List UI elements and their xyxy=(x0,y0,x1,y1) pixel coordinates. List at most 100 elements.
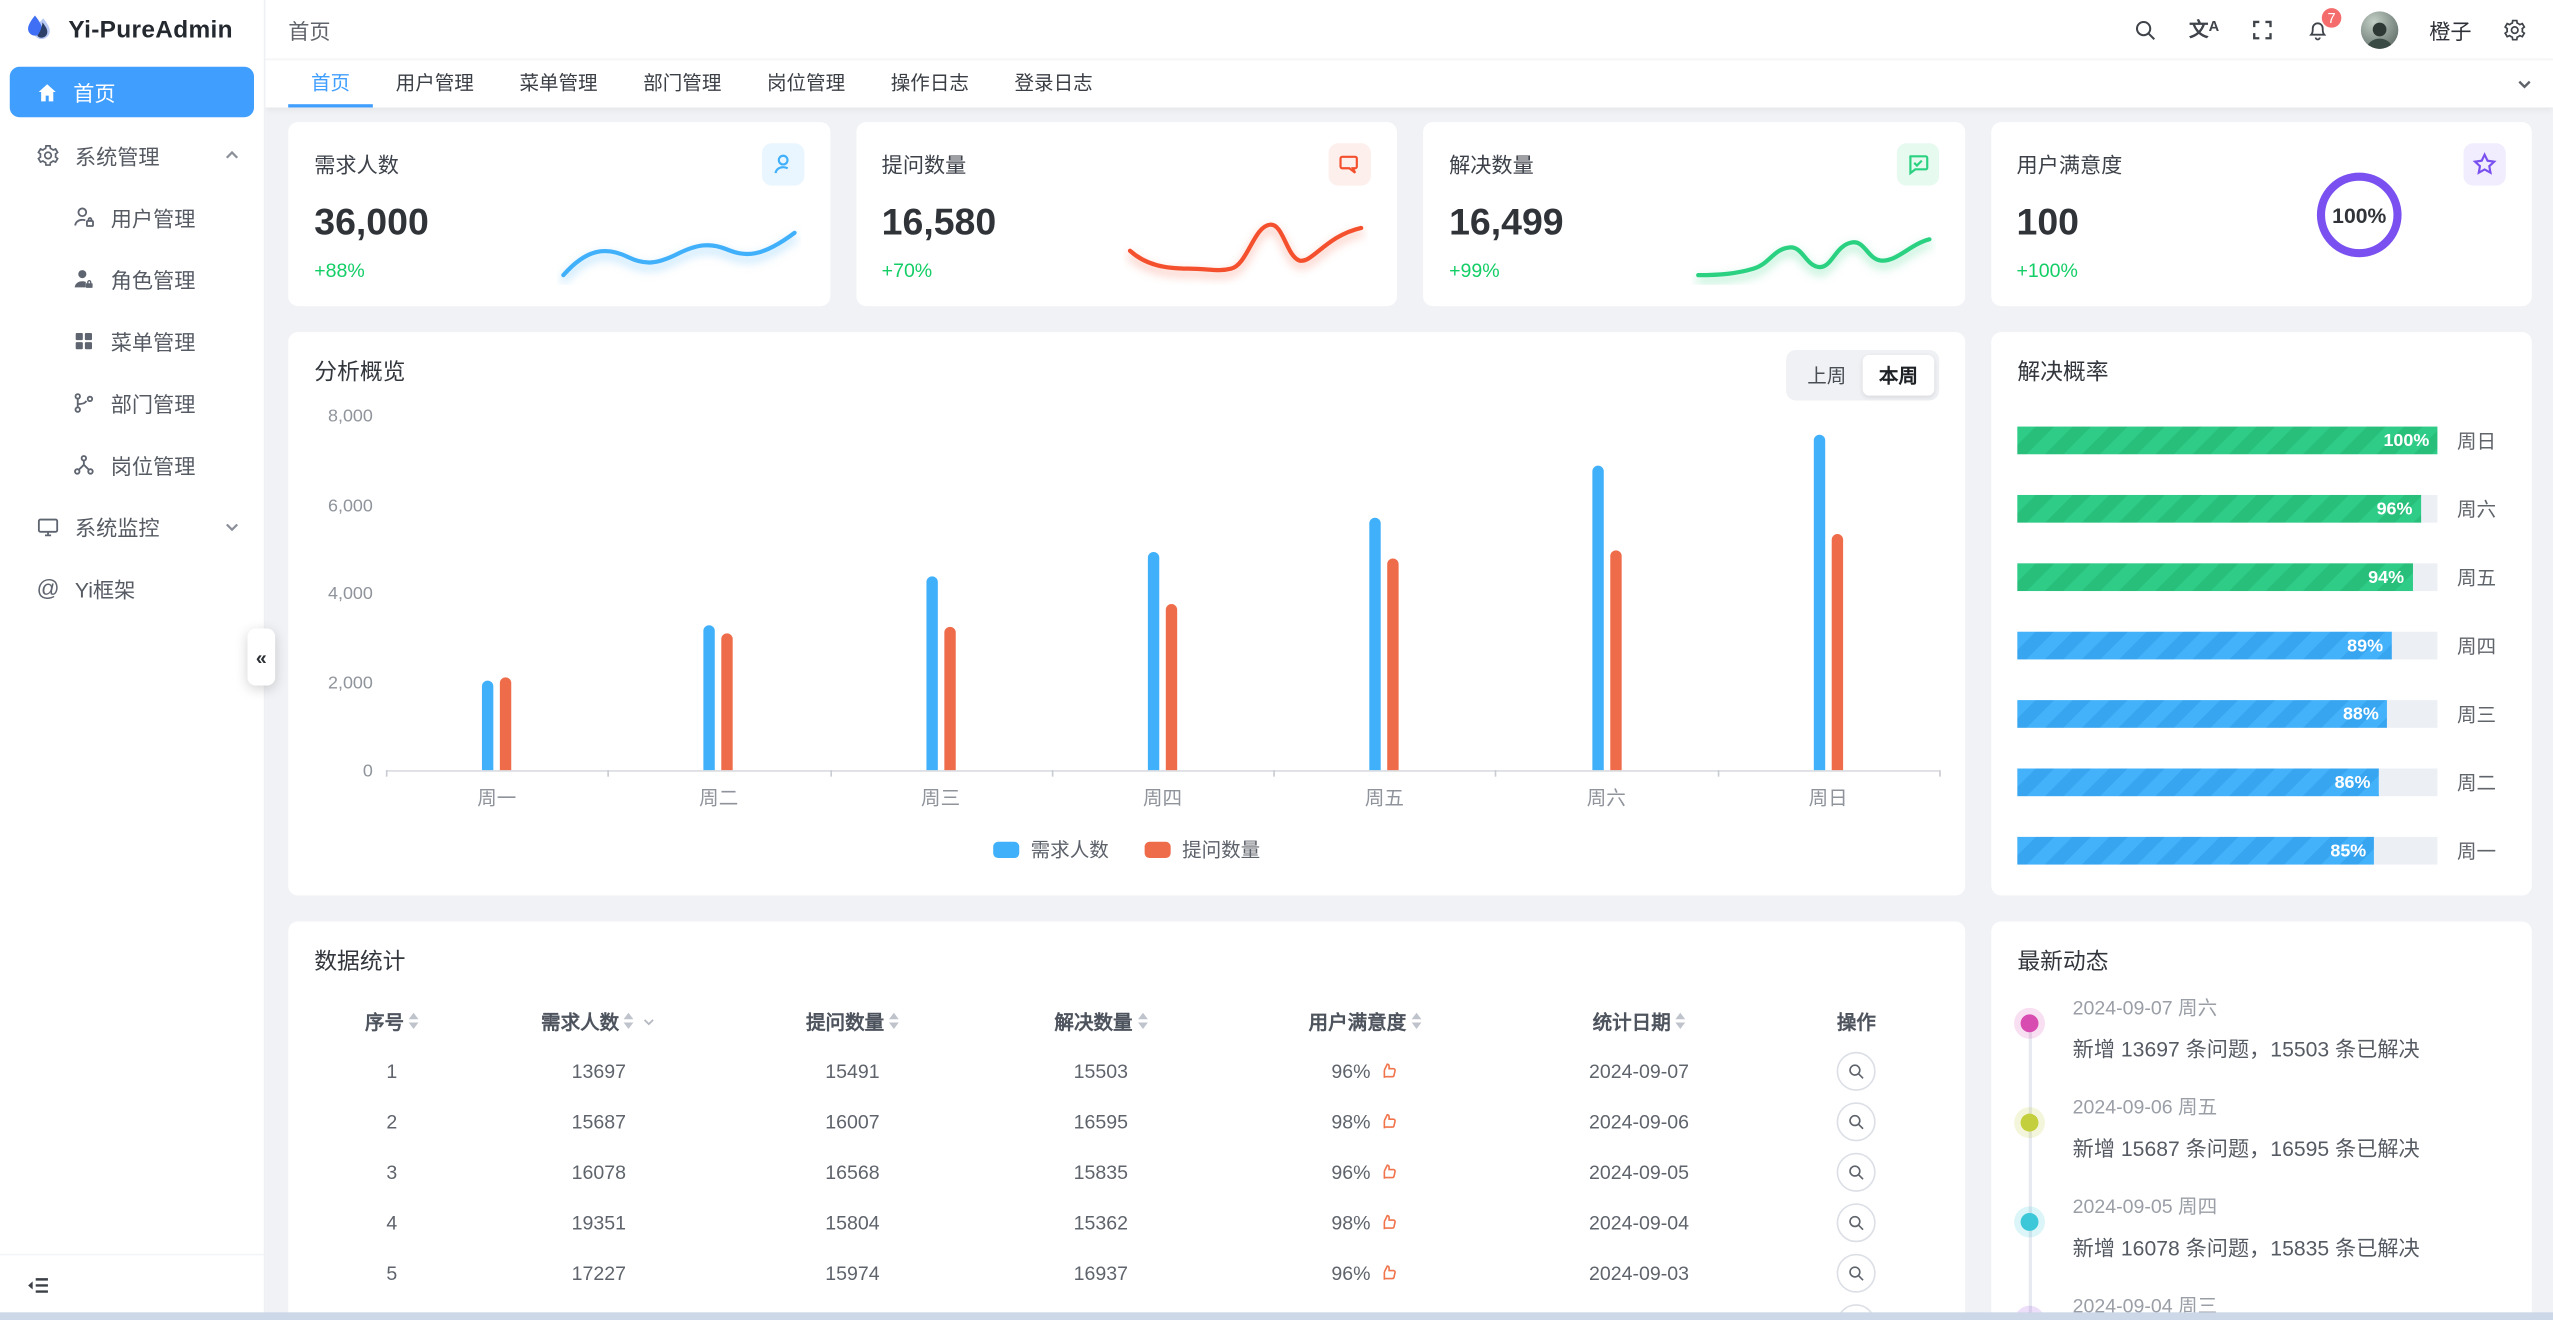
sort-asc-icon[interactable] xyxy=(408,1012,419,1020)
bar-需求人数[interactable] xyxy=(925,576,938,771)
sort-carets-icon[interactable] xyxy=(1411,1012,1421,1030)
app-logo[interactable]: Yi-PureAdmin xyxy=(0,0,264,59)
sidebar-item-部门管理[interactable]: 部门管理 xyxy=(0,371,264,433)
sidebar-footer xyxy=(0,1253,264,1320)
sort-carets-icon[interactable] xyxy=(1137,1012,1148,1030)
sort-asc-icon[interactable] xyxy=(1411,1012,1421,1020)
bar-提问数量[interactable] xyxy=(721,633,734,771)
table-cell: 19351 xyxy=(571,1210,627,1234)
sort-desc-icon[interactable] xyxy=(1675,1022,1686,1030)
news-date: 2024-09-05 周四 xyxy=(2072,1195,2218,1218)
sort-carets-icon[interactable] xyxy=(624,1012,634,1030)
sort-desc-icon[interactable] xyxy=(1411,1022,1421,1030)
sidebar-item-home[interactable]: 首页 xyxy=(9,66,254,118)
sidebar-item-岗位管理[interactable]: 岗位管理 xyxy=(0,433,264,495)
sidebar-item-Yi框架[interactable]: @ Yi框架 xyxy=(0,557,264,619)
progress-track: 94% xyxy=(2017,563,2438,592)
stat-card-value: 16,499 xyxy=(1449,200,1564,243)
sort-desc-icon[interactable] xyxy=(1137,1022,1148,1030)
sort-desc-icon[interactable] xyxy=(889,1022,899,1030)
view-detail-button[interactable] xyxy=(1836,1252,1876,1292)
sidebar-item-label: 系统管理 xyxy=(74,144,160,169)
bar-提问数量[interactable] xyxy=(1831,534,1843,771)
fold-sidebar-icon[interactable] xyxy=(26,1273,264,1297)
sort-carets-icon[interactable] xyxy=(408,1012,419,1030)
bar-提问数量[interactable] xyxy=(943,626,956,771)
sort-asc-icon[interactable] xyxy=(624,1012,634,1020)
collapse-sidebar-button[interactable]: « xyxy=(247,628,276,686)
column-header-操作: 操作 xyxy=(1774,1007,1940,1035)
search-icon[interactable] xyxy=(2134,17,2158,41)
view-detail-button[interactable] xyxy=(1836,1050,1876,1091)
notifications-bell-icon[interactable]: 7 xyxy=(2305,5,2343,41)
progress-track: 89% xyxy=(2017,631,2438,660)
tabs: 首页 用户管理 菜单管理 部门管理 岗位管理 操作日志 登录日志 xyxy=(288,60,1115,108)
settings-gear-icon[interactable] xyxy=(2503,17,2527,41)
sidebar-item-菜单管理[interactable]: 菜单管理 xyxy=(0,309,264,371)
sparkline-solved xyxy=(1695,237,1931,278)
sort-asc-icon[interactable] xyxy=(889,1012,899,1020)
solve-row-周五: 94% 周五 xyxy=(2017,563,2505,592)
sidebar-item-系统管理[interactable]: 系统管理 xyxy=(0,124,264,186)
column-header-解决数量[interactable]: 解决数量 xyxy=(977,1007,1225,1035)
view-detail-button[interactable] xyxy=(1836,1202,1876,1242)
filter-chevron-down-icon[interactable] xyxy=(639,1014,657,1029)
avatar[interactable] xyxy=(2360,10,2399,49)
sort-carets-icon[interactable] xyxy=(889,1012,899,1030)
tab-岗位管理[interactable]: 岗位管理 xyxy=(766,71,846,95)
bar-需求人数[interactable] xyxy=(482,680,494,771)
view-detail-button[interactable] xyxy=(1836,1101,1876,1141)
sort-asc-icon[interactable] xyxy=(1137,1012,1148,1020)
bar-需求人数[interactable] xyxy=(1369,517,1382,771)
horizontal-scrollbar[interactable] xyxy=(0,1312,2553,1320)
tab-菜单管理[interactable]: 菜单管理 xyxy=(519,71,598,95)
bar-需求人数[interactable] xyxy=(704,625,716,771)
column-header-用户满意度[interactable]: 用户满意度 xyxy=(1225,1007,1504,1035)
tab-部门管理[interactable]: 部门管理 xyxy=(643,71,722,95)
sort-desc-icon[interactable] xyxy=(408,1022,419,1030)
satisfaction-cell: 96% xyxy=(1225,1059,1504,1082)
satisfaction-value: 96% xyxy=(1331,1160,1371,1183)
column-header-需求人数[interactable]: 需求人数 xyxy=(469,1007,728,1035)
column-header-统计日期[interactable]: 统计日期 xyxy=(1504,1007,1773,1035)
news-item: 2024-09-05 周四 新增 16078 条问题，15835 条已解决 xyxy=(2017,1192,2505,1262)
column-header-提问数量[interactable]: 提问数量 xyxy=(728,1007,976,1035)
tab-首页[interactable]: 首页 xyxy=(288,60,373,108)
bar-需求人数[interactable] xyxy=(1591,465,1604,771)
sidebar-item-系统监控[interactable]: 系统监控 xyxy=(0,495,264,557)
tab-操作日志[interactable]: 操作日志 xyxy=(890,71,969,95)
solve-row-周三: 88% 周三 xyxy=(2017,700,2505,728)
progress-day-label: 周三 xyxy=(2456,703,2497,727)
sidebar-item-用户管理[interactable]: 用户管理 xyxy=(0,186,264,248)
bar-提问数量[interactable] xyxy=(1387,558,1400,771)
column-header-序号[interactable]: 序号 xyxy=(314,1007,469,1035)
bar-提问数量[interactable] xyxy=(1165,604,1178,771)
bar-提问数量[interactable] xyxy=(1609,550,1621,771)
tab-登录日志[interactable]: 登录日志 xyxy=(1014,71,1093,95)
username[interactable]: 橙子 xyxy=(2429,18,2472,44)
tab-用户管理[interactable]: 用户管理 xyxy=(395,71,474,95)
bar-需求人数[interactable] xyxy=(1147,551,1160,771)
view-detail-button[interactable] xyxy=(1836,1151,1876,1192)
bar-提问数量[interactable] xyxy=(500,677,512,771)
fullscreen-icon[interactable] xyxy=(2250,17,2274,41)
legend-item-提问数量[interactable]: 提问数量 xyxy=(1144,835,1260,863)
sort-desc-icon[interactable] xyxy=(624,1022,634,1030)
stat-card-delta: +100% xyxy=(2016,258,2078,282)
date-cell: 2024-09-05 xyxy=(1589,1160,1689,1183)
stat-card-questions: 提问数量 16,580 +70% xyxy=(855,122,1397,307)
tabs-chevron-down-icon[interactable] xyxy=(2496,60,2553,107)
this-week-button[interactable]: 本周 xyxy=(1862,354,1935,396)
sort-carets-icon[interactable] xyxy=(1675,1012,1686,1030)
analysis-title: 分析概览 xyxy=(314,358,406,385)
chart-y-axis: 8,000 6,000 4,000 2,000 0 xyxy=(314,407,386,781)
sidebar-item-角色管理[interactable]: 角色管理 xyxy=(0,247,264,309)
sort-asc-icon[interactable] xyxy=(1675,1012,1686,1020)
last-week-button[interactable]: 上周 xyxy=(1807,364,1847,388)
bar-group-周三 xyxy=(830,417,1052,771)
bar-需求人数[interactable] xyxy=(1813,434,1825,771)
y-tick-label: 4,000 xyxy=(328,584,373,605)
legend-item-需求人数[interactable]: 需求人数 xyxy=(993,835,1109,863)
